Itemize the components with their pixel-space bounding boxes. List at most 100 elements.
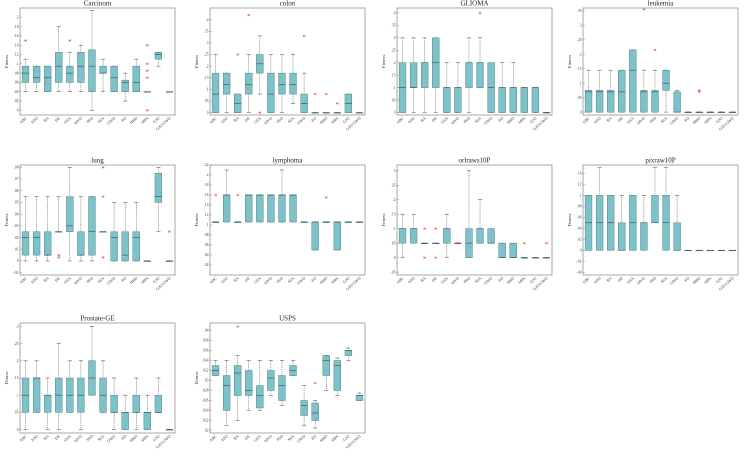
- y-axis-label: Fitness: [4, 55, 9, 68]
- box-GWO: [110, 65, 118, 92]
- outlier-point: [423, 227, 427, 231]
- iqr-box: [289, 72, 297, 95]
- x-tick-label: HHO: [129, 433, 139, 443]
- x-tick-label: PSO: [85, 115, 94, 124]
- iqr-box: [132, 231, 140, 262]
- x-tick-label: MPA: [517, 115, 527, 124]
- y-tick-label: .01: [14, 247, 19, 251]
- x-tick-label: HHO: [129, 275, 139, 285]
- x-tick-label: SSA: [659, 275, 668, 284]
- y-tick-label: .05: [391, 241, 396, 245]
- x-tick-label: GWO: [669, 275, 680, 285]
- chart-panel: leukemia Fitness 0 .05 .1 .15 .2 .25 .3 .35 ABC ASO…: [567, 0, 739, 131]
- box-GWO: [300, 385, 308, 426]
- y-tick-label: .06: [14, 189, 19, 193]
- y-tick-label: .12: [577, 182, 582, 186]
- y-tick-label: 0: [17, 259, 19, 263]
- iqr-box: [21, 231, 30, 256]
- x-tick-label: GSA: [253, 433, 262, 442]
- box-HHO: [132, 202, 140, 262]
- y-tick-label: .3: [579, 24, 582, 28]
- box-BA: [44, 377, 52, 430]
- box-ABC: [21, 196, 30, 262]
- y-tick-label: .3: [393, 169, 396, 173]
- y-tick-label: .2: [393, 198, 396, 202]
- y-tick-label: .25: [14, 342, 19, 346]
- box-EO: [684, 249, 692, 252]
- y-axis-label: Fitness: [4, 213, 9, 226]
- box-GSA: [256, 35, 264, 115]
- x-tick-label: ASO: [406, 275, 415, 284]
- y-tick-label: .1: [579, 193, 582, 197]
- x-tick-label: ABC: [208, 275, 218, 284]
- axes-frame: [582, 7, 739, 116]
- axes-frame: [209, 7, 366, 116]
- outlier-point: [642, 8, 646, 11]
- x-tick-label: SSA: [286, 115, 295, 124]
- x-tick-label: EO: [310, 115, 317, 122]
- iqr-box: [607, 90, 615, 113]
- iqr-box: [651, 195, 659, 223]
- x-tick-label: EO: [120, 433, 127, 440]
- x-tick-label: MVO: [263, 275, 273, 285]
- iqr-box: [531, 87, 540, 113]
- box-GJO: [154, 167, 163, 232]
- box-GSA: [66, 39, 74, 92]
- x-tick-label: MPA: [517, 275, 527, 284]
- x-tick-label: EO: [683, 275, 690, 282]
- x-tick-label: MPA: [140, 433, 150, 442]
- outlier-point: [522, 241, 526, 245]
- y-tick-label: .02: [577, 237, 582, 241]
- y-tick-label: .02: [204, 429, 209, 433]
- x-tick-label: ABC: [395, 275, 405, 284]
- box-MPA: [143, 260, 151, 262]
- outlier-point: [214, 193, 217, 197]
- iqr-box: [32, 231, 41, 256]
- x-tick-label: EO: [120, 115, 127, 122]
- x-tick-label: PSO: [85, 275, 94, 284]
- chart-title: lymphoma: [273, 157, 304, 165]
- box-GSA: [66, 167, 74, 262]
- axes-frame: [396, 7, 553, 116]
- y-tick-label: .02: [14, 99, 19, 103]
- iqr-box: [121, 79, 129, 92]
- y-tick-label: .15: [391, 212, 396, 216]
- x-tick-label: GJO: [529, 275, 538, 284]
- y-tick-label: .024: [202, 409, 208, 413]
- iqr-box: [110, 394, 118, 413]
- box-GSA: [443, 213, 451, 258]
- outlier-point: [653, 48, 657, 52]
- y-tick-label: .14: [204, 203, 209, 207]
- iqr-box: [99, 65, 107, 74]
- outlier-point: [313, 381, 317, 385]
- x-tick-label: MPA: [703, 275, 713, 284]
- y-tick-label: .3: [16, 325, 19, 329]
- iqr-box: [509, 87, 517, 113]
- y-tick-label: .25: [391, 49, 396, 53]
- x-tick-label: BA: [232, 433, 240, 441]
- x-tick-label: EO: [497, 115, 504, 122]
- iqr-box: [311, 402, 319, 421]
- x-tick-label: MVO: [263, 115, 273, 125]
- box-BA: [44, 196, 52, 262]
- y-tick-label: .35: [577, 9, 582, 13]
- box-BA: [234, 325, 242, 421]
- outlier-point: [313, 92, 317, 96]
- y-tick-label: .2: [579, 52, 582, 56]
- box-EO: [684, 111, 692, 113]
- box-ASO: [32, 196, 41, 262]
- iqr-box: [673, 91, 681, 113]
- box-HHO: [509, 242, 517, 258]
- x-tick-label: EO: [310, 275, 317, 282]
- box-MPA: [143, 43, 151, 112]
- outlier-point: [236, 325, 240, 328]
- axes-frame: [19, 322, 176, 434]
- x-tick-label: ASO: [219, 275, 228, 284]
- outlier-point: [145, 62, 149, 66]
- y-axis-label: Fitness: [381, 213, 386, 226]
- x-tick-label: GJO: [342, 115, 351, 124]
- x-tick-label: GSA: [253, 115, 262, 124]
- box-GWO: [300, 221, 308, 223]
- y-tick-label: .08: [14, 71, 19, 75]
- x-tick-label: HHO: [319, 433, 329, 443]
